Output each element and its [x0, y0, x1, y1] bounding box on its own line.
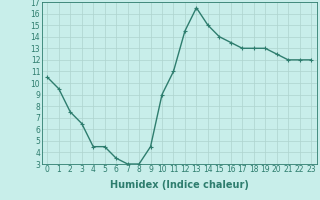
X-axis label: Humidex (Indice chaleur): Humidex (Indice chaleur)	[110, 180, 249, 190]
